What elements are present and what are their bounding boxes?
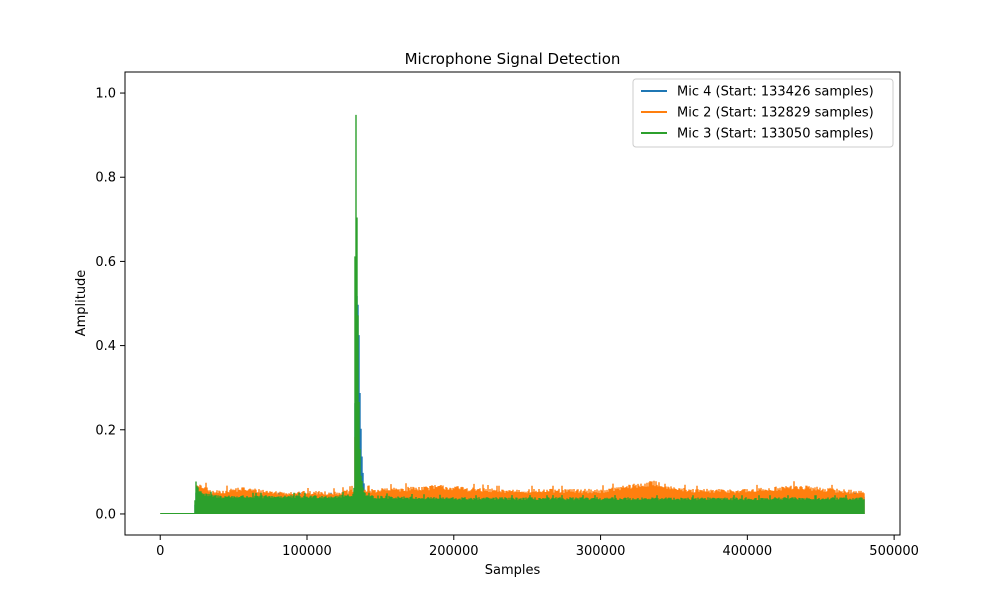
x-tick-label: 200000	[429, 544, 479, 559]
y-tick-label: 0.0	[95, 507, 116, 522]
plot-area	[124, 71, 901, 536]
legend-entry: Mic 2 (Start: 132829 samples)	[677, 106, 874, 121]
x-tick-label: 500000	[869, 544, 919, 559]
y-tick-label: 0.2	[95, 423, 116, 438]
y-axis: 0.0 0.2 0.4 0.6 0.8 1.0	[95, 87, 125, 522]
y-tick-label: 0.8	[95, 171, 116, 186]
x-tick-label: 100000	[282, 544, 332, 559]
plot-frame	[124, 71, 901, 536]
x-tick-label: 0	[156, 544, 164, 559]
y-tick-label: 1.0	[95, 87, 116, 102]
x-tick-label: 400000	[723, 544, 773, 559]
legend: Mic 4 (Start: 133426 samples) Mic 2 (Star…	[632, 78, 894, 148]
x-axis: 0 100000 200000 300000 400000 500000	[156, 535, 919, 559]
legend-box	[632, 78, 894, 148]
chart-title: Microphone Signal Detection	[405, 50, 621, 68]
y-tick-label: 0.6	[95, 255, 116, 270]
series-line-1	[160, 296, 865, 514]
y-tick-label: 0.4	[95, 339, 116, 354]
y-axis-label: Amplitude	[74, 270, 89, 337]
x-tick-label: 300000	[576, 544, 626, 559]
x-axis-label: Samples	[485, 563, 541, 578]
legend-entry: Mic 3 (Start: 133050 samples)	[677, 127, 874, 142]
series-line-3	[160, 114, 865, 514]
legend-entry: Mic 4 (Start: 133426 samples)	[677, 85, 874, 100]
